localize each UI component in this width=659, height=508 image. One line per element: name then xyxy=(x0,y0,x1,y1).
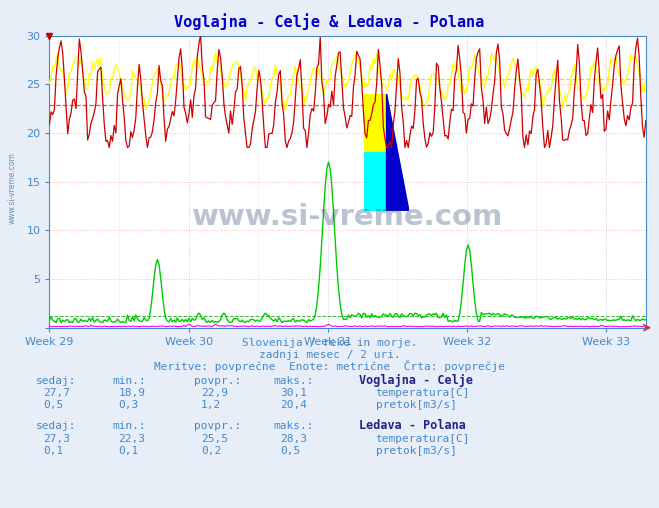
Text: povpr.:: povpr.: xyxy=(194,375,242,386)
Text: 22,3: 22,3 xyxy=(119,434,146,444)
Text: povpr.:: povpr.: xyxy=(194,421,242,431)
Text: 1,2: 1,2 xyxy=(201,400,221,410)
Text: Slovenija / reke in morje.: Slovenija / reke in morje. xyxy=(242,338,417,348)
Text: 27,3: 27,3 xyxy=(43,434,70,444)
Text: maks.:: maks.: xyxy=(273,421,314,431)
Text: Meritve: povprečne  Enote: metrične  Črta: povprečje: Meritve: povprečne Enote: metrične Črta:… xyxy=(154,360,505,372)
Text: 30,1: 30,1 xyxy=(280,388,307,398)
Text: 20,4: 20,4 xyxy=(280,400,307,410)
Text: 0,5: 0,5 xyxy=(280,446,301,456)
Text: 0,3: 0,3 xyxy=(119,400,139,410)
Text: www.si-vreme.com: www.si-vreme.com xyxy=(192,203,503,231)
Text: Voglajna - Celje: Voglajna - Celje xyxy=(359,373,473,387)
Text: pretok[m3/s]: pretok[m3/s] xyxy=(376,446,457,456)
Text: pretok[m3/s]: pretok[m3/s] xyxy=(376,400,457,410)
Text: zadnji mesec / 2 uri.: zadnji mesec / 2 uri. xyxy=(258,350,401,360)
Text: 28,3: 28,3 xyxy=(280,434,307,444)
Text: maks.:: maks.: xyxy=(273,375,314,386)
Text: min.:: min.: xyxy=(112,421,146,431)
Text: 25,5: 25,5 xyxy=(201,434,228,444)
Text: www.si-vreme.com: www.si-vreme.com xyxy=(7,152,16,224)
Text: Ledava - Polana: Ledava - Polana xyxy=(359,419,466,432)
Text: sedaj:: sedaj: xyxy=(36,375,76,386)
Text: 0,5: 0,5 xyxy=(43,400,63,410)
Text: 27,7: 27,7 xyxy=(43,388,70,398)
Text: temperatura[C]: temperatura[C] xyxy=(376,388,470,398)
Text: min.:: min.: xyxy=(112,375,146,386)
Text: Voglajna - Celje & Ledava - Polana: Voglajna - Celje & Ledava - Polana xyxy=(175,13,484,30)
Text: 18,9: 18,9 xyxy=(119,388,146,398)
Text: 0,1: 0,1 xyxy=(43,446,63,456)
Text: sedaj:: sedaj: xyxy=(36,421,76,431)
Text: temperatura[C]: temperatura[C] xyxy=(376,434,470,444)
Text: 22,9: 22,9 xyxy=(201,388,228,398)
Text: 0,1: 0,1 xyxy=(119,446,139,456)
Text: 0,2: 0,2 xyxy=(201,446,221,456)
